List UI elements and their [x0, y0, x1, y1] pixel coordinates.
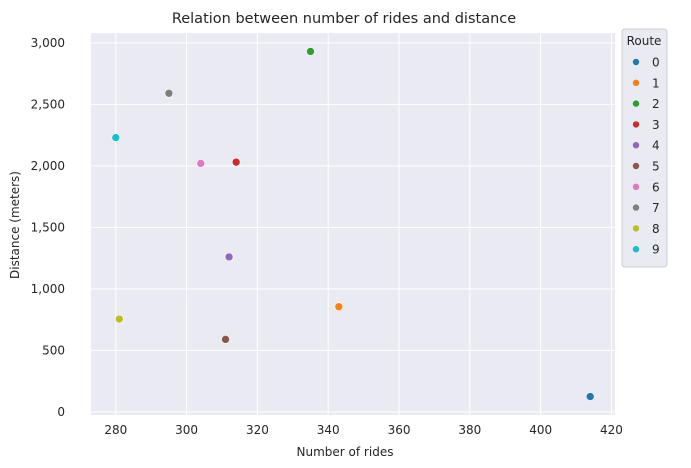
- legend-marker-route-3: [632, 121, 640, 128]
- x-tick-label: 320: [246, 423, 269, 437]
- legend-marker-route-0: [632, 58, 640, 66]
- grid-lines: [91, 33, 615, 415]
- legend: Route 0 1 2 3 4 5 6 7 8 9: [621, 28, 668, 268]
- y-tick-labels: 0 500 1,000 1,500 2,000 2,500 3,000: [31, 36, 65, 419]
- data-point-route-4: [224, 252, 234, 262]
- y-tick-label: 1,500: [31, 220, 65, 234]
- x-tick-label: 360: [388, 423, 411, 437]
- legend-marker-route-6: [632, 183, 640, 190]
- legend-marker-route-2: [632, 100, 640, 107]
- legend-marker-route-8: [632, 225, 640, 232]
- legend-marker-route-9: [632, 246, 640, 253]
- y-tick-label: 2,000: [31, 159, 65, 173]
- legend-marker-route-1: [632, 79, 640, 87]
- data-point-route-1: [334, 302, 344, 312]
- legend-title: Route: [627, 34, 662, 48]
- data-point-route-9: [111, 133, 121, 142]
- y-tick-label: 1,000: [31, 282, 65, 296]
- y-tick-label: 500: [42, 343, 65, 357]
- plot-area: [91, 33, 615, 415]
- x-tick-label: 420: [600, 423, 623, 437]
- data-point-route-8: [115, 314, 124, 324]
- legend-label-route-5: 5: [652, 160, 660, 174]
- data-points: [111, 47, 595, 401]
- legend-label-route-6: 6: [652, 180, 660, 194]
- x-tick-label: 300: [175, 423, 198, 437]
- legend-label-route-1: 1: [652, 76, 660, 90]
- data-point-route-7: [164, 88, 174, 98]
- legend-label-route-4: 4: [652, 139, 660, 153]
- x-tick-label: 400: [529, 423, 552, 437]
- legend-label-route-2: 2: [652, 97, 660, 111]
- legend-label-route-7: 7: [652, 201, 660, 215]
- data-point-route-0: [585, 392, 595, 401]
- x-tick-labels: 280 300 320 340 360 380 400 420: [104, 423, 623, 437]
- legend-label-route-8: 8: [652, 222, 660, 236]
- legend-label-route-3: 3: [652, 118, 660, 132]
- data-point-route-6: [196, 159, 206, 168]
- y-axis-label: Distance (meters): [8, 171, 22, 279]
- legend-label-route-0: 0: [652, 56, 660, 70]
- legend-box: [621, 28, 668, 268]
- x-tick-label: 380: [458, 423, 481, 437]
- legend-marker-route-7: [632, 204, 640, 211]
- y-tick-label: 3,000: [31, 36, 65, 50]
- legend-label-route-9: 9: [652, 243, 660, 257]
- legend-marker-route-4: [632, 142, 640, 149]
- y-tick-label: 0: [57, 405, 65, 419]
- data-point-route-2: [306, 47, 315, 56]
- x-tick-label: 340: [317, 423, 340, 437]
- data-point-route-5: [221, 335, 230, 344]
- x-tick-label: 280: [104, 423, 127, 437]
- x-axis-label: Number of rides: [297, 445, 394, 459]
- data-point-route-3: [231, 157, 241, 167]
- chart-title: Relation between number of rides and dis…: [172, 11, 516, 27]
- legend-marker-route-5: [632, 162, 640, 170]
- y-tick-label: 2,500: [31, 97, 65, 111]
